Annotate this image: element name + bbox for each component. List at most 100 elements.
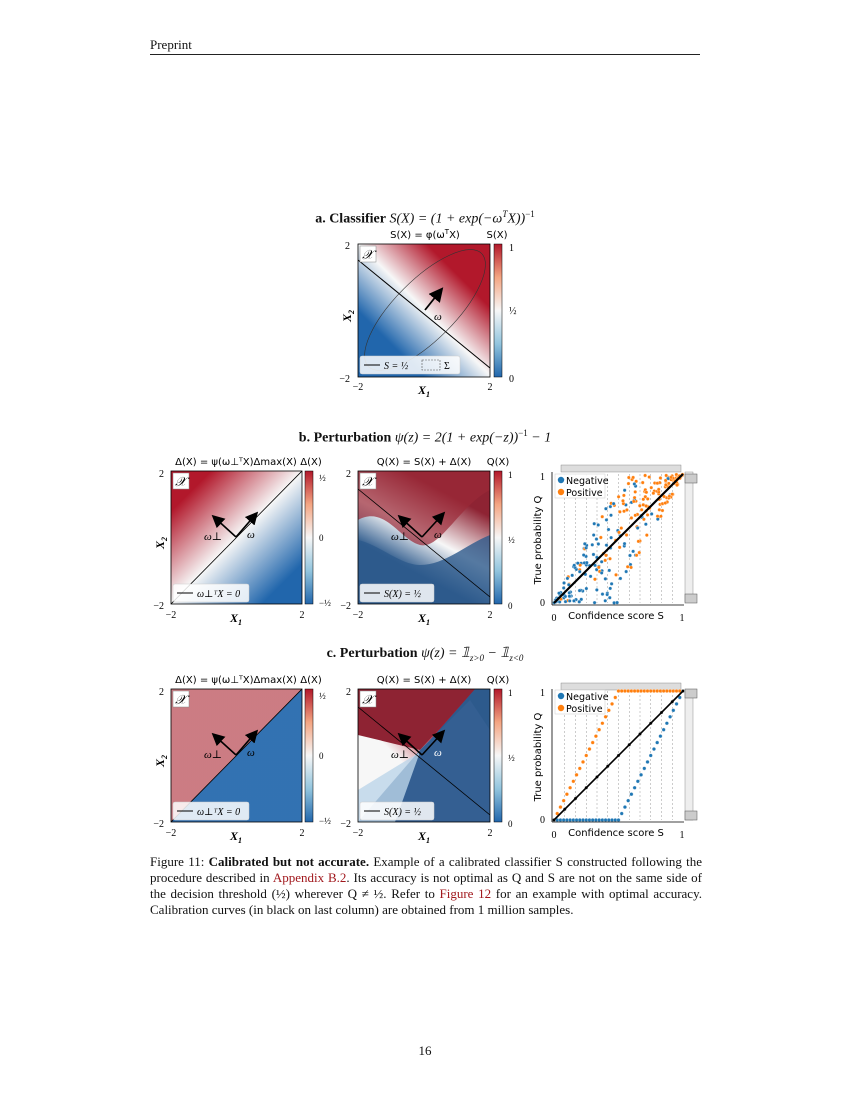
scatter-point xyxy=(558,805,563,810)
b-m-cbar-bottom: 0 xyxy=(508,601,513,611)
c-m-cbar-mid: ½ xyxy=(508,753,515,763)
figure-link[interactable]: Figure 12 xyxy=(439,886,492,901)
scatter-point xyxy=(592,521,597,526)
scatter-point xyxy=(611,501,616,506)
scatter-point xyxy=(668,689,673,693)
c-l-xtick-left: −2 xyxy=(166,828,177,839)
scatter-point xyxy=(577,766,582,771)
b-omega-perp-label: ω⊥ xyxy=(204,531,222,543)
panel-a-frame xyxy=(357,243,491,378)
c-s-ytick-0: 0 xyxy=(540,815,545,826)
panel-b-q-heatmap: Q(X) = S(X) + Δ(X) Q(X) ω⊥ ω 𝒳 S(X) = ½ … xyxy=(340,457,515,627)
a-xtick-right: 2 xyxy=(488,382,493,393)
scatter-point xyxy=(625,564,630,569)
c-m-cbar-top: 1 xyxy=(508,688,513,698)
b-l-ytick-top: 2 xyxy=(159,469,164,480)
c-l-cbar-bottom: −½ xyxy=(319,816,331,826)
scatter-point xyxy=(603,714,608,719)
a-cbar-tick-0: 0 xyxy=(509,374,514,385)
b-s-xtick-0: 0 xyxy=(552,613,557,624)
scatter-point xyxy=(656,487,661,492)
scatter-point xyxy=(600,514,605,519)
c-m-xtick-right: 2 xyxy=(488,828,493,839)
scatter-point xyxy=(577,599,582,604)
scatter-point xyxy=(618,509,622,514)
scatter-point xyxy=(649,485,654,490)
scatter-point xyxy=(591,552,596,557)
scatter-point xyxy=(588,574,593,579)
b-l-cbar-mid: 0 xyxy=(319,533,324,543)
scatter-point xyxy=(626,475,631,480)
figure-11: S(X) = φ(ωTX) S(X) ω 𝒳 S = ½ Σ 2 −2 −2 2… xyxy=(153,228,698,845)
scatter-point xyxy=(600,818,605,822)
scatter-point xyxy=(613,818,618,822)
b-omega-arrow xyxy=(235,511,259,538)
scatter-point xyxy=(639,689,644,693)
caption-prefix: Figure 11: xyxy=(150,854,209,869)
scatter-point xyxy=(626,481,631,486)
a-xlabel: X1 xyxy=(417,383,430,399)
scatter-point xyxy=(568,785,573,790)
scatter-point xyxy=(626,798,631,803)
scatter-point xyxy=(658,476,663,480)
b-mid-cbar-label: Q(X) xyxy=(487,457,510,468)
scatter-point xyxy=(659,514,663,519)
scatter-point xyxy=(669,475,673,480)
appendix-link[interactable]: Appendix B.2 xyxy=(272,870,347,885)
panel-c-title: c. Perturbation ψ(z) = 𝟙z>0 − 𝟙z<0 xyxy=(326,646,524,663)
scatter-point xyxy=(562,581,566,585)
scatter-point xyxy=(648,689,653,693)
panel-a-field xyxy=(358,244,490,377)
c-omega-perp-label: ω⊥ xyxy=(204,749,222,761)
panel-a-colorbar xyxy=(493,243,503,378)
scatter-point xyxy=(649,512,654,516)
panel-a-legend xyxy=(359,355,461,375)
scatter-point xyxy=(623,689,627,693)
scatter-point xyxy=(593,563,597,568)
scatter-point xyxy=(662,494,666,499)
c-l-xtick-right: 2 xyxy=(300,828,305,839)
panel-a-plot-label: S(X) = φ(ωTX) xyxy=(390,228,460,241)
scatter-point xyxy=(603,598,608,603)
omega-arrow xyxy=(424,287,444,311)
c-s-ytick-1: 1 xyxy=(540,688,545,699)
scatter-point xyxy=(609,513,613,518)
scatter-point xyxy=(607,595,612,600)
scatter-point xyxy=(617,545,622,550)
legend-box-label: Σ xyxy=(444,361,450,372)
c-left-colorbar xyxy=(304,688,314,823)
scatter-point xyxy=(600,592,605,596)
panel-a-title: a. Classifier S(X) = (1 + exp(−ωTX))−1 xyxy=(315,209,535,227)
scatter-point xyxy=(582,541,587,546)
scatter-point xyxy=(677,695,682,700)
scatter-point xyxy=(635,779,640,784)
figure-caption: Figure 11: Calibrated but not accurate. … xyxy=(150,854,702,918)
legend-box-swatch xyxy=(421,359,441,371)
scatter-point xyxy=(604,553,608,558)
scatter-point xyxy=(609,582,614,586)
scatter-point xyxy=(574,772,579,777)
scatter-point xyxy=(593,577,597,582)
scatter-point xyxy=(608,586,613,591)
scatter-point xyxy=(577,569,582,574)
scatter-point xyxy=(645,689,650,693)
scatter-point xyxy=(674,689,679,693)
b-top-histogram xyxy=(560,464,682,473)
scatter-point xyxy=(593,734,598,739)
scatter-point xyxy=(604,543,609,548)
b-left-legend: ω⊥ᵀX = 0 xyxy=(197,589,240,600)
scatter-point xyxy=(648,753,653,758)
scatter-point xyxy=(641,497,646,502)
scatter-point xyxy=(584,818,589,822)
scatter-point xyxy=(595,588,599,592)
scatter-point xyxy=(621,498,625,503)
scatter-point xyxy=(587,747,592,751)
c-legend-negative: Negative xyxy=(566,692,609,703)
b-s-ytick-0: 0 xyxy=(540,598,545,609)
scatter-point xyxy=(644,522,648,527)
caption-part3: for an example with optimal accuracy. Ca… xyxy=(150,886,702,917)
scatter-point xyxy=(587,818,592,822)
b-l-cbar-top: ½ xyxy=(319,473,326,483)
scatter-point xyxy=(592,600,597,605)
scatter-point xyxy=(629,516,634,520)
